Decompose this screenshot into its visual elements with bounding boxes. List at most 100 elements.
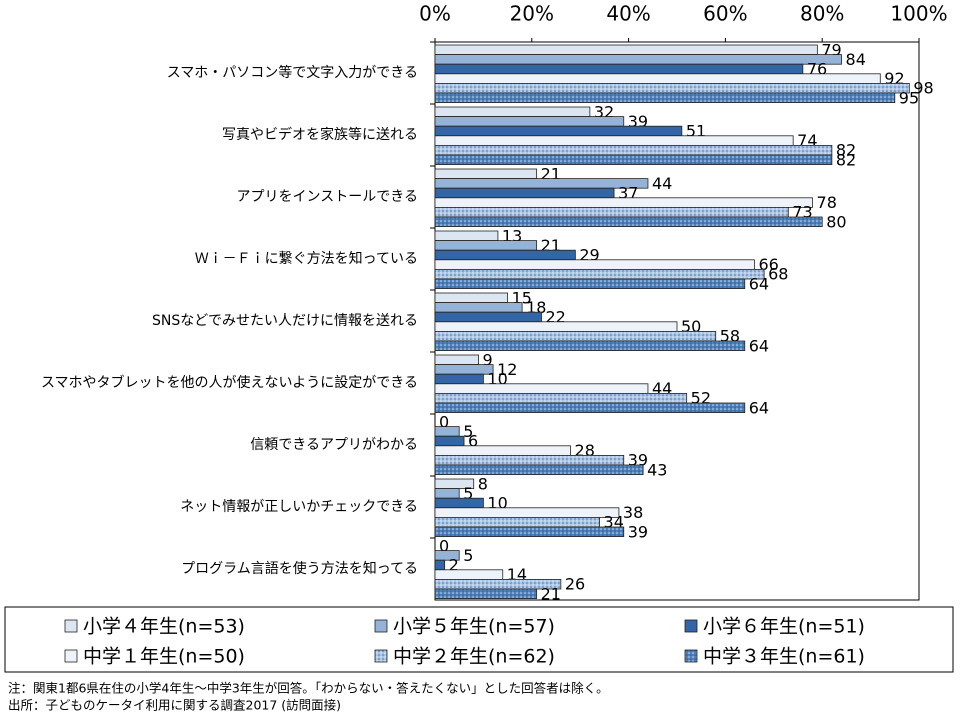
value-label: 95	[899, 88, 919, 107]
value-label: 38	[623, 503, 643, 522]
x-tick-label: 100%	[890, 2, 947, 26]
category-label: スマホ・パソコン等で文字入力ができる	[167, 64, 418, 81]
value-label: 82	[836, 141, 856, 160]
bar	[434, 197, 813, 208]
bar	[434, 392, 688, 404]
legend-swatch	[374, 649, 388, 663]
bar	[434, 311, 542, 323]
bar	[434, 230, 499, 242]
bar	[434, 302, 523, 313]
bar	[434, 435, 465, 447]
value-label: 2	[449, 556, 459, 575]
bar	[434, 321, 678, 332]
bar	[434, 44, 818, 56]
legend-swatch	[374, 619, 388, 633]
bar	[434, 187, 615, 199]
x-tick-label: 80%	[800, 2, 844, 26]
value-label: 64	[749, 336, 769, 355]
x-tick-label: 20%	[510, 2, 554, 26]
bar	[434, 588, 538, 600]
value-label: 44	[652, 174, 672, 193]
value-label: 9	[483, 350, 493, 369]
value-label: 12	[497, 360, 517, 379]
legend-swatch	[64, 649, 78, 663]
value-label: 5	[463, 546, 473, 565]
category-label: 写真やビデオを家族等に送れる	[222, 126, 418, 143]
bar	[434, 278, 746, 290]
bar	[434, 135, 794, 146]
bar	[434, 454, 625, 466]
legend-label: 小学６年生(n=51)	[703, 616, 865, 638]
bar	[434, 364, 494, 375]
bar	[434, 559, 446, 571]
value-label: 78	[817, 193, 837, 212]
bar	[434, 63, 804, 75]
bar	[434, 373, 484, 385]
category-label: プログラム言語を使う方法を知ってる	[181, 560, 418, 577]
bar	[434, 154, 833, 166]
legend-label: 中学１年生(n=50)	[83, 646, 245, 668]
legend-label: 中学３年生(n=61)	[703, 646, 865, 668]
bar	[434, 240, 538, 251]
bar	[434, 354, 479, 366]
x-tick-label: 60%	[703, 2, 747, 26]
value-label: 80	[826, 212, 846, 231]
value-label: 5	[463, 422, 473, 441]
category-label: アプリをインストールできる	[237, 189, 418, 205]
bar	[434, 73, 881, 84]
value-label: 43	[647, 460, 667, 479]
bar	[434, 83, 910, 94]
bar	[434, 517, 600, 528]
category-label: 信頼できるアプリがわかる	[250, 437, 418, 453]
value-label: 0	[439, 412, 449, 431]
bar	[434, 106, 591, 118]
source: 出所：子どものケータイ利用に関する調査2017 (訪問面接)	[8, 698, 341, 713]
category-label: ネット情報が正しいかチェックできる	[180, 499, 418, 515]
bar	[434, 292, 508, 304]
value-label: 64	[749, 398, 769, 417]
bar	[434, 249, 576, 261]
legend-swatch	[684, 619, 698, 633]
bar	[434, 497, 484, 509]
x-tick-label: 0%	[419, 2, 451, 26]
bar	[434, 178, 649, 189]
value-label: 8	[478, 474, 488, 493]
category-label: SNSなどでみせたい人だけに情報を送れる	[152, 313, 418, 329]
legend-label: 中学２年生(n=62)	[393, 646, 555, 668]
x-tick-label: 40%	[606, 2, 650, 26]
bar	[434, 216, 823, 228]
bar	[434, 116, 625, 127]
bar	[434, 340, 746, 352]
bar	[434, 168, 538, 180]
value-label: 5	[463, 484, 473, 503]
bar	[434, 464, 644, 476]
bar	[434, 330, 717, 342]
bar	[434, 402, 746, 414]
legend-label: 小学５年生(n=57)	[393, 616, 555, 638]
value-label: 39	[628, 522, 648, 541]
value-label: 68	[768, 265, 788, 284]
bar	[434, 550, 460, 561]
bar	[434, 488, 460, 499]
value-label: 98	[913, 79, 933, 98]
bar	[434, 54, 842, 65]
bar	[434, 144, 833, 156]
value-label: 26	[565, 575, 585, 594]
value-label: 64	[749, 274, 769, 293]
value-label: 21	[541, 584, 561, 603]
bar	[434, 206, 789, 218]
legend-swatch	[64, 619, 78, 633]
bar	[434, 125, 683, 137]
bar	[434, 268, 765, 280]
bar	[434, 92, 896, 104]
value-label: 82	[836, 150, 856, 169]
legend-swatch	[684, 649, 698, 663]
legend-box	[4, 606, 954, 673]
bar	[434, 445, 571, 456]
bar	[434, 426, 460, 437]
category-label: Ｗｉ－Ｆｉに繋ぐ方法を知っている	[195, 250, 418, 267]
value-label: 84	[846, 50, 866, 69]
legend-label: 小学４年生(n=53)	[83, 616, 245, 638]
